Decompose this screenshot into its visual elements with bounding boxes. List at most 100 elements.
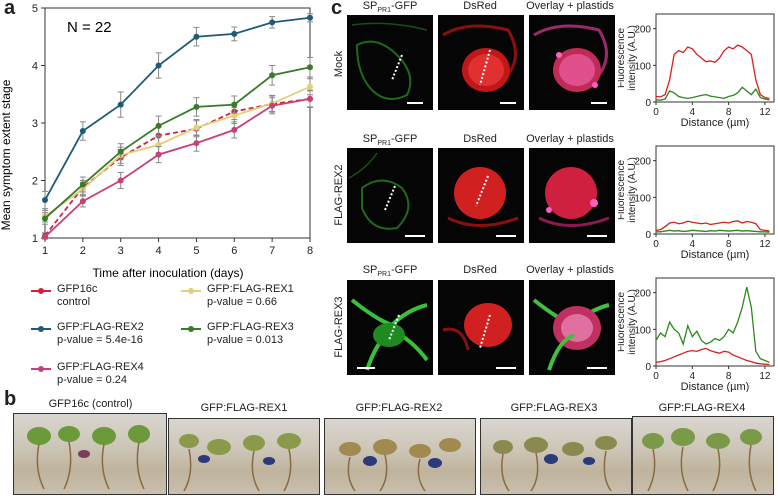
x-tick-label: 5	[193, 245, 199, 257]
profile-y-title: Fluorescence	[618, 160, 627, 220]
y-axis-title: Mean symptom extent stage	[0, 79, 13, 230]
micrograph-dsred-rex2	[438, 148, 524, 243]
x-tick-label: 12	[759, 371, 771, 382]
x-tick-label: 4	[690, 239, 696, 250]
legend-sublabel: p-value = 5.4e-16	[57, 334, 143, 346]
data-point	[193, 103, 200, 110]
y-tick-label: 3	[32, 118, 38, 130]
data-point	[307, 83, 313, 90]
data-point	[231, 126, 238, 133]
data-point	[42, 233, 48, 240]
panel-c-letter: c	[331, 0, 343, 19]
x-tick-label: 1	[42, 245, 48, 257]
row-label-mock: Mock	[333, 50, 345, 78]
x-tick-label: 4	[156, 245, 162, 257]
micrograph-overlay-rex3	[529, 280, 615, 375]
x-tick-label: 12	[759, 107, 771, 118]
data-point	[307, 64, 313, 71]
series-line	[44, 16, 311, 201]
profile-x-title: Distance (µm)	[681, 381, 750, 392]
y-tick-label: 0	[645, 98, 651, 109]
x-tick-label: 8	[726, 239, 732, 250]
plant-photo-rex2	[324, 418, 476, 495]
legend-sublabel: control	[57, 296, 91, 308]
plant-photo-rex4	[632, 416, 774, 495]
y-tick-label: 100	[634, 325, 651, 336]
profile-x-title: Distance (µm)	[681, 249, 750, 261]
profile-line	[655, 287, 770, 363]
series-line	[44, 97, 311, 237]
x-tick-label: 2	[80, 245, 86, 257]
column-label-overlay: Overlay + plastids	[526, 0, 614, 12]
profile-line	[655, 44, 770, 99]
column-label-sp-gfp: SPPR1-GFP	[362, 133, 418, 148]
data-point	[269, 72, 276, 79]
legend-label: GFP:FLAG-REX3	[207, 321, 294, 333]
y-tick-label: 200	[634, 25, 651, 36]
photo-label-rex2: GFP:FLAG-REX2	[355, 402, 443, 414]
data-point	[269, 102, 276, 109]
x-tick-label: 8	[726, 107, 732, 118]
y-tick-label: 0	[645, 230, 651, 241]
data-point	[117, 177, 124, 184]
data-point	[155, 151, 162, 158]
x-tick-label: 8	[726, 371, 732, 382]
data-point	[155, 122, 162, 129]
profile-frame	[655, 145, 775, 235]
photo-label-control: GFP16c (control)	[48, 398, 133, 410]
x-tick-label: 12	[759, 239, 771, 250]
data-point	[231, 112, 238, 119]
data-point	[269, 19, 276, 26]
x-tick-label: 0	[653, 239, 659, 250]
profile-y-title: Fluorescence	[618, 28, 627, 88]
column-label-overlay: Overlay + plastids	[526, 133, 614, 145]
micrograph-dsred-rex3	[438, 280, 524, 375]
photo-label-rex1: GFP:FLAG-REX1	[200, 402, 288, 414]
profile-x-title: Distance (µm)	[681, 117, 750, 129]
data-point	[155, 62, 162, 69]
data-point	[231, 30, 238, 37]
row-label-flag-rex3: FLAG-REX3	[333, 296, 345, 358]
y-tick-label: 1	[32, 233, 38, 245]
x-tick-label: 4	[690, 371, 696, 382]
x-tick-label: 3	[118, 245, 124, 257]
profile-line	[656, 229, 770, 233]
y-tick-label: 200	[634, 289, 651, 300]
y-tick-label: 200	[634, 157, 651, 168]
profile-y-title: intensity (A.U.)	[627, 289, 638, 355]
profile-frame	[655, 13, 775, 103]
profile-frame	[655, 277, 775, 367]
micrograph-gfp-mock	[347, 15, 433, 110]
legend-label: GFP:FLAG-REX2	[57, 321, 144, 333]
data-point	[79, 128, 86, 135]
profile-y-title: Fluorescence	[618, 292, 627, 352]
data-point	[79, 181, 86, 188]
y-tick-label: 100	[634, 61, 651, 72]
legend-label: GFP:FLAG-REX4	[57, 361, 144, 373]
x-tick-label: 4	[690, 107, 696, 118]
micrograph-overlay-mock	[529, 15, 615, 110]
row-label-flag-rex2: FLAG-REX2	[333, 164, 345, 226]
plant-photo-rex3	[480, 418, 632, 495]
column-label-dsred: DsRed	[463, 0, 497, 12]
profile-y-title: intensity (A.U.)	[627, 157, 638, 223]
sample-size-annotation: N = 22	[67, 19, 112, 36]
profile-line	[655, 86, 770, 101]
symptom-line-chart: Mean symptom extent stage Time after ino…	[0, 3, 313, 280]
panel-b-letter: b	[4, 388, 17, 410]
micrograph-gfp-rex2	[347, 148, 433, 243]
legend-sublabel: p-value = 0.24	[57, 374, 128, 386]
x-tick-label: 8	[307, 245, 313, 257]
x-tick-label: 0	[653, 107, 659, 118]
x-tick-label: 7	[269, 245, 275, 257]
micrograph-overlay-rex2	[529, 148, 615, 243]
y-tick-label: 100	[634, 193, 651, 204]
x-axis-title: Time after inoculation (days)	[93, 266, 244, 280]
data-point	[307, 95, 313, 102]
column-label-dsred: DsRed	[463, 264, 497, 276]
data-point	[193, 33, 200, 40]
y-tick-label: 4	[32, 61, 38, 73]
data-point	[307, 14, 313, 21]
photo-label-rex3: GFP:FLAG-REX3	[510, 402, 598, 414]
